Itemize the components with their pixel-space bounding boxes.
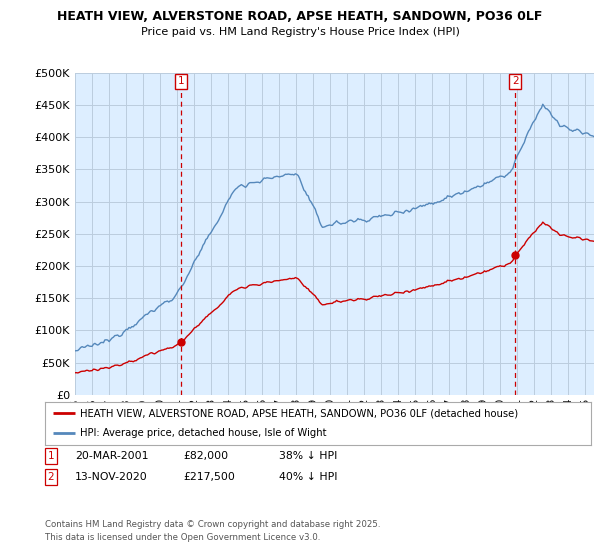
Text: HPI: Average price, detached house, Isle of Wight: HPI: Average price, detached house, Isle… [80, 428, 327, 438]
Text: 38% ↓ HPI: 38% ↓ HPI [279, 451, 337, 461]
Text: 1: 1 [178, 76, 184, 86]
Text: 13-NOV-2020: 13-NOV-2020 [75, 472, 148, 482]
Text: 20-MAR-2001: 20-MAR-2001 [75, 451, 149, 461]
Text: 40% ↓ HPI: 40% ↓ HPI [279, 472, 337, 482]
Text: HEATH VIEW, ALVERSTONE ROAD, APSE HEATH, SANDOWN, PO36 0LF: HEATH VIEW, ALVERSTONE ROAD, APSE HEATH,… [58, 10, 542, 23]
Text: 2: 2 [47, 472, 55, 482]
Text: £82,000: £82,000 [183, 451, 228, 461]
Text: 2: 2 [512, 76, 518, 86]
Text: 1: 1 [47, 451, 55, 461]
Text: HEATH VIEW, ALVERSTONE ROAD, APSE HEATH, SANDOWN, PO36 0LF (detached house): HEATH VIEW, ALVERSTONE ROAD, APSE HEATH,… [80, 408, 518, 418]
Text: Contains HM Land Registry data © Crown copyright and database right 2025.
This d: Contains HM Land Registry data © Crown c… [45, 520, 380, 542]
Text: £217,500: £217,500 [183, 472, 235, 482]
Text: Price paid vs. HM Land Registry's House Price Index (HPI): Price paid vs. HM Land Registry's House … [140, 27, 460, 37]
